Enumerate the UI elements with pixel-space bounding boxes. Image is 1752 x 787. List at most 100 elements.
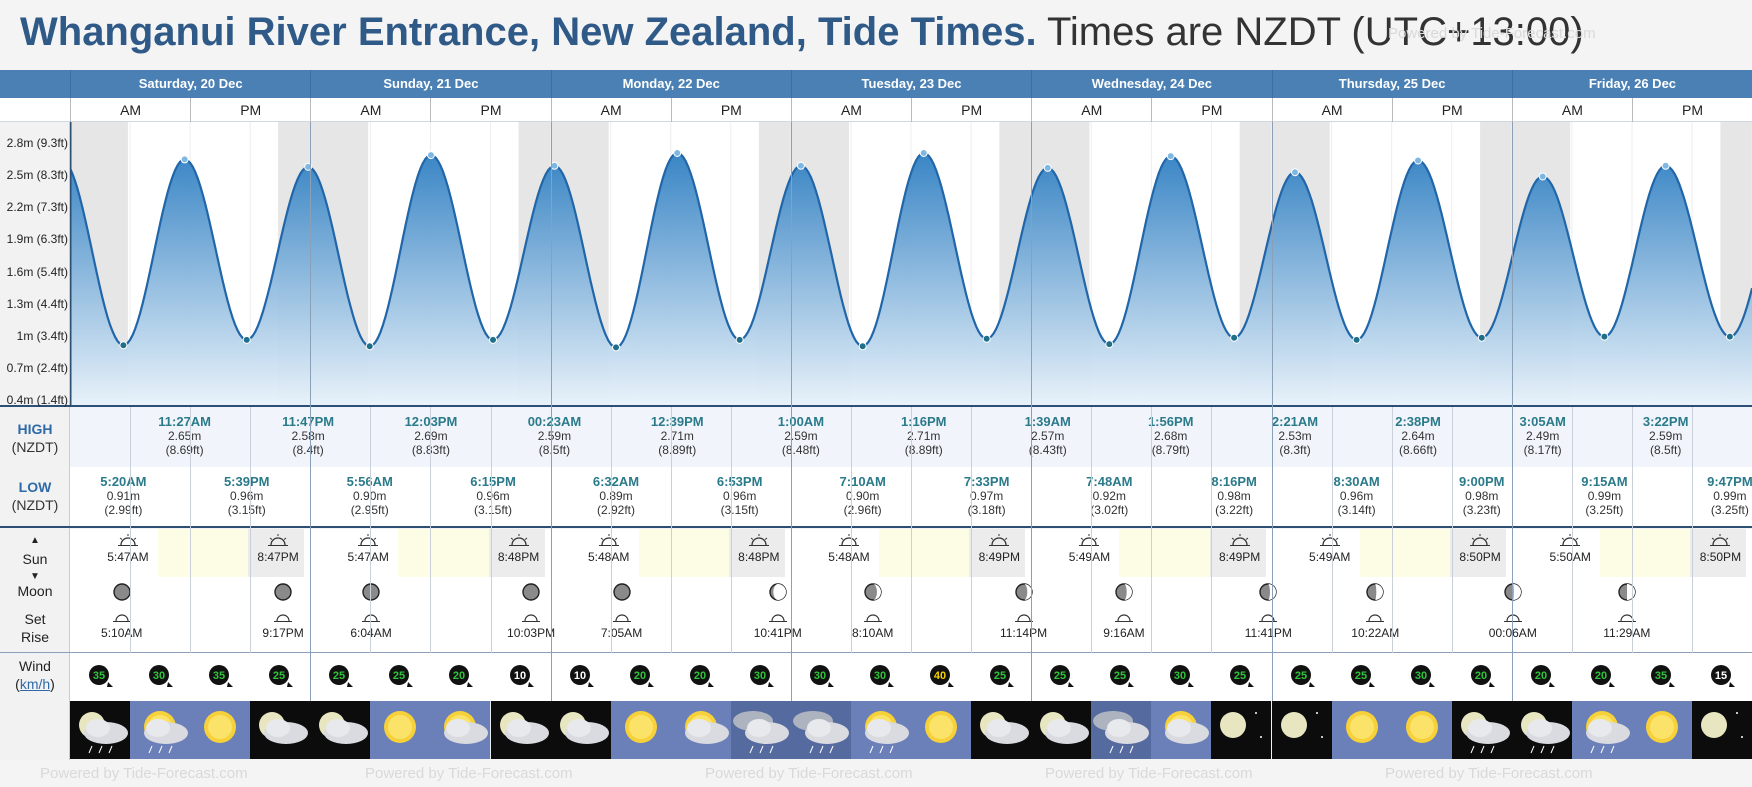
sunset-cell: 8:48PM: [729, 533, 789, 564]
moon-event-time: 9:16AM: [1103, 626, 1145, 640]
weather-icon-sun: [1391, 701, 1452, 759]
wind-speed-badge: 30: [1410, 665, 1435, 687]
wind-unit-link[interactable]: km/h: [19, 676, 51, 692]
wind-speed-badge: 25: [1110, 665, 1135, 687]
high-tide-cell: 3:05AM 2.49m (8.17ft): [1511, 415, 1575, 458]
day-header-bar: [0, 70, 1752, 98]
sunrise-time: 5:49AM: [1309, 550, 1351, 564]
high-tide-meters: 2.65m: [167, 429, 202, 443]
sunrise-cell: 5:49AM: [1300, 533, 1360, 564]
high-tide-cell: 1:39AM 2.57m (8.43ft): [1016, 414, 1080, 458]
high-tide-feet: (8.69ft): [165, 443, 204, 457]
column-divider: [490, 407, 492, 653]
left-label-column: [0, 70, 70, 787]
moon-event-time: 5:10AM: [101, 626, 143, 640]
wind-speed-badge: 30: [1170, 665, 1195, 687]
low-tide-meters: 0.99m: [1713, 489, 1747, 503]
wind-speed-badge: 30: [749, 665, 774, 687]
low-tide-feet: (3.18ft): [967, 503, 1006, 517]
wind-row: [70, 653, 1752, 701]
svg-text:25: 25: [1114, 670, 1126, 682]
footer-watermark: Powered by Tide-Forecast.com: [1045, 765, 1253, 782]
ampm-bar: [0, 98, 1752, 122]
high-label-text: HIGH: [17, 421, 53, 437]
wind-speed-badge: 10: [509, 665, 534, 687]
day-header: Friday, 26 Dec: [1511, 70, 1752, 98]
y-tick-label: 1.9m (6.3ft): [6, 232, 68, 247]
svg-text:40: 40: [934, 670, 946, 682]
sunrise-cell: 5:47AM: [338, 533, 398, 564]
am-label: AM: [70, 98, 190, 122]
weather-icon-night-cloud-rain: [70, 701, 131, 759]
y-tick-label: 1.3m (4.4ft): [6, 296, 68, 311]
watermark: Powered by Tide-Forecast.com: [1388, 25, 1596, 42]
weather-icon-cloud-rain: [1091, 701, 1152, 759]
low-tide-point: [365, 342, 374, 351]
svg-text:20: 20: [1535, 670, 1547, 682]
wind-speed-badge: 35: [1650, 665, 1675, 687]
column-divider: [610, 407, 612, 653]
high-tide-feet: (8.5ft): [538, 443, 571, 457]
y-tick-label: 1m (3.4ft): [16, 328, 68, 343]
wind-speed-badge: 25: [1290, 665, 1315, 687]
high-tide-cell: 3:22PM 2.59m (8.5ft): [1634, 415, 1698, 458]
wind-speed-badge: 25: [329, 665, 354, 687]
low-tide-point: [1105, 340, 1114, 349]
wind-speed-badge: 20: [1590, 665, 1615, 687]
sunset-cell: 8:48PM: [489, 533, 549, 564]
high-tide-point: [1538, 172, 1547, 181]
high-tide-meters: 2.53m: [1278, 429, 1312, 443]
moon-phase-icon: [1618, 583, 1636, 601]
high-tide-point: [673, 148, 682, 157]
sunrise-time: 5:47AM: [107, 550, 149, 564]
sunset-cell: 8:50PM: [1690, 533, 1750, 564]
weather-icon-sun-cloud-rain: [850, 701, 912, 759]
moon-rise-cell: 9:16AM: [1092, 582, 1156, 640]
day-header: Saturday, 20 Dec: [70, 70, 310, 98]
sunset-time: 8:50PM: [1459, 550, 1501, 564]
weather-icon-night-cloud-rain: [1511, 701, 1572, 759]
low-tide-meters: 0.96m: [230, 489, 264, 503]
column-divider: [1451, 407, 1453, 653]
am-label: AM: [1271, 98, 1392, 122]
column-divider: [971, 407, 973, 653]
low-tide-meters: 0.89m: [599, 489, 633, 503]
low-tide-feet: (3.15ft): [720, 503, 759, 517]
low-tide-point: [1600, 332, 1609, 341]
wind-label-text: Wind: [19, 658, 51, 674]
low-tide-point: [612, 343, 621, 352]
moon-event-time: 10:03PM: [507, 626, 556, 640]
sunset-band: [1690, 529, 1747, 577]
low-tide-meters: 0.92m: [1092, 489, 1126, 503]
moonrise-icon: [612, 614, 631, 622]
footer-watermark: Powered by Tide-Forecast.com: [40, 765, 248, 782]
low-tide-cell: 7:33PM 0.97m (3.18ft): [955, 475, 1019, 518]
separator: [0, 526, 1752, 528]
wind-speed-badge: 25: [990, 665, 1015, 687]
high-tide-time: 1:39AM: [1024, 414, 1071, 429]
weather-icon-sun: [911, 701, 972, 759]
low-tide-meters: 0.96m: [476, 489, 510, 503]
sunset-icon: [1710, 534, 1731, 546]
low-tide-feet: (3.22ft): [1215, 503, 1254, 517]
wind-speed-badge: 30: [809, 665, 834, 687]
low-tide-point: [1725, 332, 1734, 341]
sun-label: ▲ Sun ▼: [0, 532, 70, 586]
weather-icon-sun-cloud: [1151, 701, 1212, 759]
am-label: AM: [1031, 98, 1151, 122]
svg-text:20: 20: [634, 670, 646, 682]
day-header: Sunday, 21 Dec: [310, 70, 550, 98]
high-tide-meters: 2.71m: [660, 429, 694, 443]
high-tide-meters: 2.64m: [1401, 429, 1435, 443]
high-tide-cell: 00:23AM 2.59m (8.5ft): [522, 415, 586, 458]
am-label: AM: [550, 98, 671, 122]
moon-event-time: 11:14PM: [999, 626, 1048, 640]
wind-speed-badge: 25: [269, 665, 294, 687]
weather-icon-sun-cloud-rain: [1571, 701, 1632, 759]
sunset-time: 8:48PM: [738, 550, 780, 564]
sunset-band: [728, 529, 785, 577]
low-tide-time: 6:32AM: [592, 474, 640, 489]
low-tide-time: 8:16PM: [1211, 474, 1257, 489]
moon-event-time: 7:05AM: [600, 626, 643, 640]
sunset-band: [488, 529, 545, 577]
